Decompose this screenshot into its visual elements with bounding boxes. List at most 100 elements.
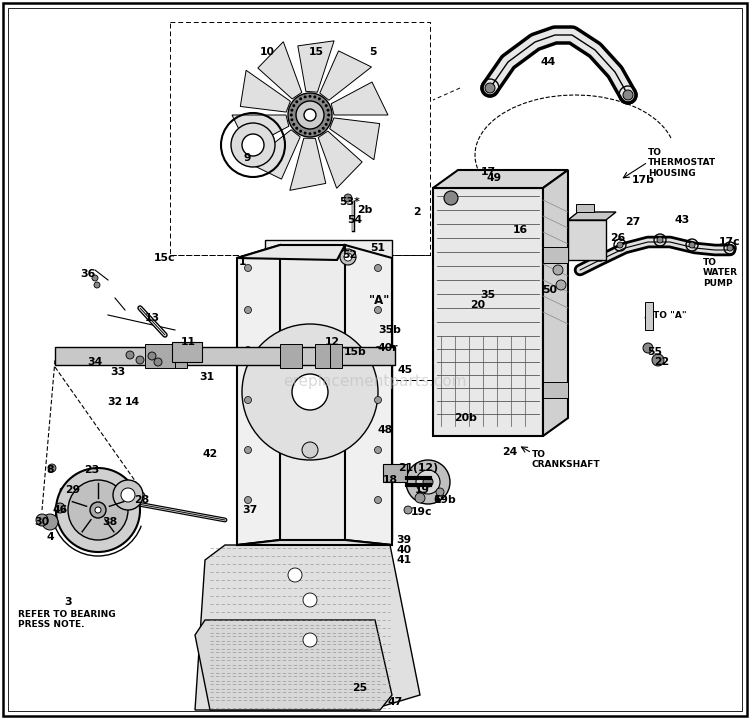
- Polygon shape: [258, 42, 302, 99]
- Circle shape: [406, 460, 450, 504]
- Circle shape: [288, 568, 302, 582]
- Text: 36: 36: [80, 269, 96, 279]
- Circle shape: [288, 93, 332, 137]
- Circle shape: [94, 282, 100, 288]
- Text: 2: 2: [413, 207, 421, 217]
- Bar: [175, 344, 187, 368]
- Polygon shape: [237, 540, 392, 545]
- Circle shape: [304, 132, 307, 134]
- Text: TO
WATER
PUMP: TO WATER PUMP: [703, 258, 738, 288]
- Text: 50: 50: [542, 285, 557, 295]
- Circle shape: [303, 633, 317, 647]
- Circle shape: [374, 347, 382, 354]
- Text: 35b: 35b: [379, 325, 401, 335]
- Text: 14: 14: [124, 397, 140, 407]
- Bar: [55, 505, 95, 515]
- Circle shape: [113, 480, 143, 510]
- Text: 42: 42: [202, 449, 217, 459]
- Text: 21(12): 21(12): [398, 463, 438, 473]
- Circle shape: [244, 306, 251, 313]
- Text: 3: 3: [64, 597, 72, 607]
- Circle shape: [623, 90, 633, 100]
- Circle shape: [244, 265, 251, 272]
- Text: 24: 24: [503, 447, 518, 457]
- Text: 13: 13: [145, 313, 160, 323]
- Text: 30: 30: [34, 517, 50, 527]
- Circle shape: [436, 488, 444, 496]
- Circle shape: [95, 507, 101, 513]
- Circle shape: [48, 464, 56, 472]
- Text: 45: 45: [398, 365, 412, 375]
- Text: TO
CRANKSHAFT: TO CRANKSHAFT: [532, 450, 601, 470]
- Text: 25: 25: [352, 683, 368, 693]
- Circle shape: [617, 242, 623, 248]
- Text: 46: 46: [53, 505, 68, 515]
- Text: 54: 54: [347, 215, 362, 225]
- Circle shape: [344, 194, 352, 202]
- Circle shape: [657, 237, 663, 243]
- Text: ereplacementparts.com: ereplacementparts.com: [284, 374, 466, 388]
- Text: 19: 19: [415, 485, 430, 495]
- Bar: [55, 347, 395, 365]
- Text: 35: 35: [481, 290, 496, 300]
- Circle shape: [148, 352, 156, 360]
- Circle shape: [90, 502, 106, 518]
- Text: 1: 1: [239, 257, 247, 267]
- Text: 32: 32: [107, 397, 123, 407]
- Bar: [645, 302, 653, 330]
- Circle shape: [318, 97, 321, 101]
- Circle shape: [244, 396, 251, 403]
- Text: 37: 37: [242, 505, 258, 515]
- Text: 17c: 17c: [719, 237, 741, 247]
- Polygon shape: [232, 115, 289, 148]
- Circle shape: [314, 132, 316, 134]
- Text: 31: 31: [200, 372, 214, 382]
- Text: 47: 47: [387, 697, 403, 707]
- Circle shape: [404, 506, 412, 514]
- Circle shape: [299, 129, 302, 133]
- Text: 28: 28: [134, 495, 149, 505]
- Circle shape: [322, 100, 325, 104]
- Bar: [55, 347, 395, 365]
- Circle shape: [325, 104, 328, 107]
- Text: 22: 22: [654, 357, 670, 367]
- Circle shape: [244, 446, 251, 454]
- Circle shape: [340, 249, 356, 265]
- Circle shape: [304, 109, 316, 121]
- Circle shape: [55, 503, 65, 513]
- Circle shape: [42, 514, 58, 530]
- Circle shape: [231, 123, 275, 167]
- Text: TO
THERMOSTAT
HOUSING: TO THERMOSTAT HOUSING: [648, 148, 716, 178]
- Circle shape: [68, 480, 128, 540]
- Circle shape: [121, 488, 135, 502]
- Bar: [280, 344, 302, 368]
- Circle shape: [154, 358, 162, 366]
- Circle shape: [126, 351, 134, 359]
- Circle shape: [296, 100, 298, 104]
- Polygon shape: [330, 118, 380, 160]
- Polygon shape: [543, 170, 568, 436]
- Circle shape: [374, 306, 382, 313]
- Circle shape: [374, 497, 382, 503]
- Circle shape: [643, 343, 653, 353]
- Circle shape: [652, 354, 664, 366]
- Text: 20: 20: [470, 300, 485, 310]
- Text: 51: 51: [370, 243, 386, 253]
- Circle shape: [444, 191, 458, 205]
- Circle shape: [326, 109, 329, 111]
- Text: 16: 16: [512, 225, 527, 235]
- Circle shape: [374, 396, 382, 403]
- Circle shape: [296, 127, 298, 129]
- Text: 18: 18: [382, 475, 398, 485]
- Circle shape: [290, 119, 293, 122]
- Circle shape: [374, 265, 382, 272]
- Text: 15c: 15c: [154, 253, 176, 263]
- Polygon shape: [237, 245, 345, 260]
- Text: 49: 49: [487, 173, 502, 183]
- Bar: [315, 344, 330, 368]
- Text: "A": "A": [369, 293, 391, 306]
- Text: 44: 44: [540, 57, 556, 67]
- Circle shape: [242, 324, 378, 460]
- Bar: [543, 382, 568, 398]
- Text: 23: 23: [84, 465, 100, 475]
